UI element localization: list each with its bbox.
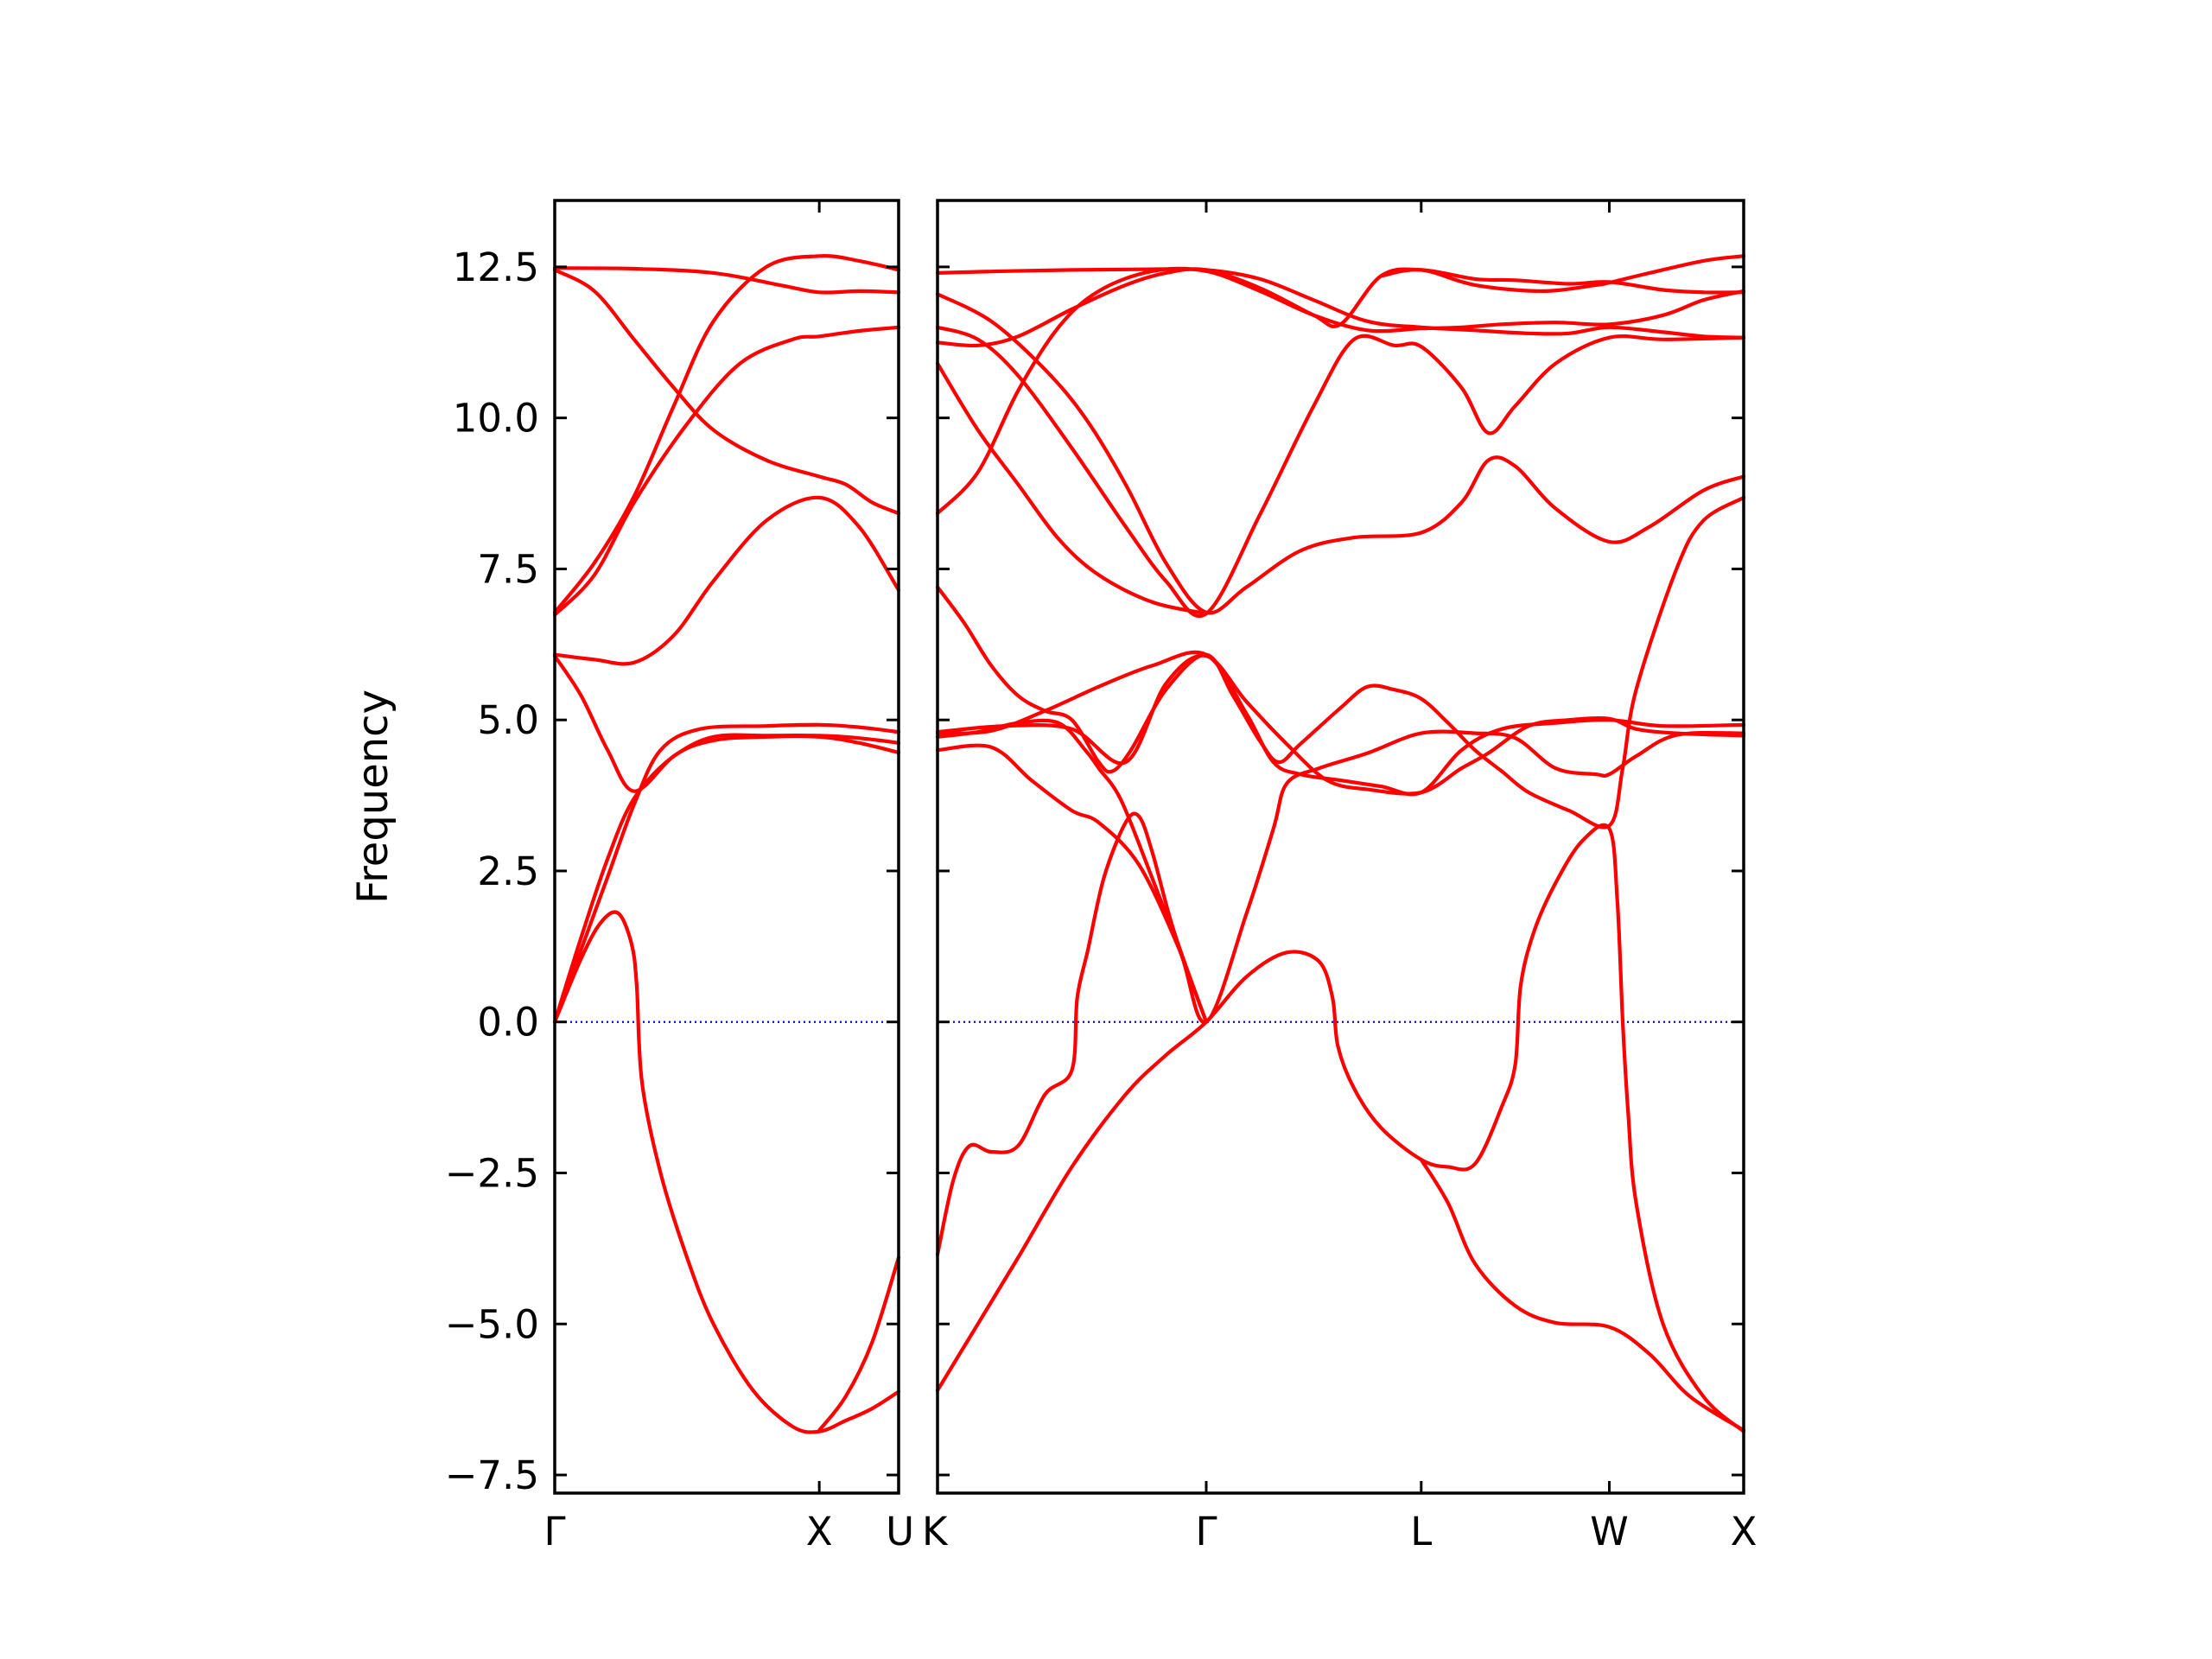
y-tick-label: −7.5 — [445, 1452, 539, 1498]
band-line-0-4 — [552, 495, 901, 666]
band-line-1-0 — [935, 267, 1746, 340]
band-line-0-2 — [552, 253, 901, 614]
panel-frame — [936, 199, 1745, 1495]
band-line-1-1 — [935, 292, 1746, 615]
x-tick-label: W — [1590, 1509, 1629, 1554]
band-line-0-3 — [552, 325, 901, 617]
band-line-0-0 — [552, 266, 901, 295]
x-tick-label: L — [1410, 1509, 1432, 1554]
x-tick-label: U — [886, 1509, 914, 1554]
y-tick-label: 7.5 — [477, 546, 539, 592]
band-line-1-11 — [935, 718, 1209, 1024]
band-line-1-7 — [935, 495, 1746, 830]
band-line-1-12 — [935, 811, 1209, 1256]
y-tick-label: 0.0 — [477, 1000, 539, 1046]
panel-frame — [553, 199, 900, 1495]
x-tick-label: Γ — [1195, 1509, 1217, 1554]
y-tick-label: −2.5 — [445, 1150, 539, 1196]
y-tick-label: −5.0 — [445, 1301, 539, 1347]
x-tick-label: X — [806, 1509, 833, 1554]
band-line-0-1 — [552, 268, 901, 516]
y-tick-label: 10.0 — [453, 396, 539, 442]
band-line-1-14 — [1419, 1158, 1746, 1433]
y-tick-label: 2.5 — [477, 849, 539, 894]
y-tick-label: 12.5 — [453, 245, 539, 290]
band-line-1-3 — [935, 361, 1209, 616]
x-tick-label: K — [922, 1509, 949, 1554]
y-axis: −7.5 −5.0 −2.5 0.0 2.5 5.0 7.5 10.0 12.5 — [445, 245, 539, 1498]
y-axis-label: Frequency — [349, 690, 397, 904]
band-line-1-2 — [935, 325, 1746, 618]
band-line-1-9 — [935, 650, 1746, 797]
band-line-0-8 — [552, 910, 901, 1434]
band-line-0-5 — [552, 654, 901, 793]
x-tick-label: X — [1731, 1509, 1758, 1554]
band-line-0-7 — [552, 734, 901, 1024]
x-tick-label: Γ — [543, 1509, 565, 1554]
band-line-0-9 — [817, 1255, 901, 1433]
band-line-1-6 — [1379, 254, 1746, 293]
band-line-1-10 — [935, 729, 1746, 1025]
y-tick-label: 5.0 — [477, 697, 539, 743]
band-line-1-4 — [935, 266, 1746, 516]
band-line-0-6 — [552, 722, 901, 1024]
band-line-1-13 — [935, 823, 1746, 1433]
